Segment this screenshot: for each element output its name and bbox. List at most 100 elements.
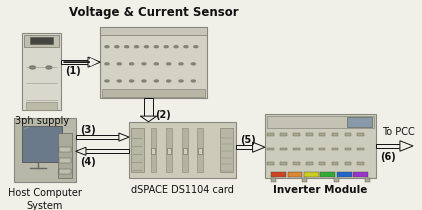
FancyBboxPatch shape (100, 27, 207, 97)
FancyBboxPatch shape (334, 178, 339, 182)
FancyBboxPatch shape (304, 172, 319, 177)
Circle shape (46, 66, 52, 69)
Circle shape (142, 63, 146, 65)
FancyBboxPatch shape (280, 133, 287, 136)
FancyBboxPatch shape (320, 172, 335, 177)
Circle shape (191, 63, 195, 65)
FancyBboxPatch shape (236, 145, 254, 149)
FancyBboxPatch shape (151, 148, 155, 154)
FancyBboxPatch shape (131, 128, 143, 172)
Text: System: System (27, 201, 63, 210)
FancyBboxPatch shape (76, 135, 120, 139)
FancyBboxPatch shape (319, 162, 325, 165)
FancyBboxPatch shape (198, 148, 203, 154)
FancyBboxPatch shape (347, 117, 372, 127)
FancyBboxPatch shape (59, 147, 71, 152)
Circle shape (135, 46, 138, 48)
Circle shape (117, 63, 122, 65)
FancyBboxPatch shape (345, 162, 351, 165)
FancyBboxPatch shape (58, 133, 72, 178)
FancyBboxPatch shape (268, 133, 274, 136)
FancyBboxPatch shape (357, 133, 364, 136)
FancyBboxPatch shape (24, 35, 59, 47)
Circle shape (115, 46, 119, 48)
FancyBboxPatch shape (267, 116, 374, 128)
Text: (2): (2) (155, 110, 170, 120)
FancyBboxPatch shape (345, 148, 351, 151)
Text: To PCC: To PCC (382, 127, 415, 137)
FancyBboxPatch shape (306, 133, 313, 136)
FancyBboxPatch shape (30, 37, 53, 44)
Circle shape (105, 80, 109, 82)
Circle shape (174, 46, 178, 48)
FancyBboxPatch shape (376, 144, 401, 148)
FancyBboxPatch shape (365, 178, 370, 182)
FancyBboxPatch shape (22, 33, 61, 110)
FancyBboxPatch shape (293, 162, 300, 165)
FancyBboxPatch shape (271, 178, 276, 182)
FancyBboxPatch shape (183, 148, 187, 154)
Circle shape (142, 80, 146, 82)
Circle shape (117, 80, 122, 82)
Text: dSPACE DS1104 card: dSPACE DS1104 card (131, 185, 234, 195)
Circle shape (194, 46, 198, 48)
Circle shape (130, 63, 134, 65)
Polygon shape (253, 142, 265, 152)
FancyBboxPatch shape (271, 172, 286, 177)
Text: (3): (3) (80, 125, 95, 135)
FancyBboxPatch shape (197, 128, 203, 172)
FancyBboxPatch shape (26, 102, 57, 110)
FancyBboxPatch shape (100, 27, 207, 35)
FancyBboxPatch shape (151, 128, 156, 172)
FancyBboxPatch shape (353, 172, 368, 177)
FancyBboxPatch shape (357, 162, 364, 165)
Circle shape (154, 63, 158, 65)
FancyBboxPatch shape (332, 162, 338, 165)
FancyBboxPatch shape (61, 60, 89, 64)
Circle shape (124, 46, 129, 48)
FancyBboxPatch shape (265, 114, 376, 178)
Text: Host Computer: Host Computer (8, 188, 82, 198)
FancyBboxPatch shape (306, 148, 313, 151)
Circle shape (191, 80, 195, 82)
Circle shape (130, 80, 134, 82)
Circle shape (179, 63, 183, 65)
FancyBboxPatch shape (302, 178, 307, 182)
Text: Inverter Module: Inverter Module (273, 185, 368, 195)
Circle shape (184, 46, 188, 48)
FancyBboxPatch shape (337, 172, 352, 177)
Text: (5): (5) (240, 135, 256, 145)
Text: 3ph supply: 3ph supply (15, 116, 69, 126)
Circle shape (167, 63, 171, 65)
FancyBboxPatch shape (103, 89, 205, 97)
FancyBboxPatch shape (166, 128, 172, 172)
FancyBboxPatch shape (345, 133, 351, 136)
Polygon shape (76, 147, 86, 155)
FancyBboxPatch shape (85, 150, 129, 153)
Circle shape (154, 80, 158, 82)
FancyBboxPatch shape (319, 133, 325, 136)
FancyBboxPatch shape (280, 148, 287, 151)
FancyBboxPatch shape (22, 126, 62, 162)
FancyBboxPatch shape (287, 172, 303, 177)
FancyBboxPatch shape (14, 118, 76, 182)
Circle shape (144, 46, 149, 48)
FancyBboxPatch shape (319, 148, 325, 151)
FancyBboxPatch shape (268, 162, 274, 165)
FancyBboxPatch shape (293, 133, 300, 136)
FancyBboxPatch shape (182, 128, 188, 172)
FancyBboxPatch shape (59, 158, 71, 163)
Circle shape (30, 66, 35, 69)
Circle shape (105, 46, 109, 48)
FancyBboxPatch shape (280, 162, 287, 165)
FancyBboxPatch shape (59, 169, 71, 174)
Text: (4): (4) (80, 158, 95, 167)
FancyBboxPatch shape (357, 148, 364, 151)
Circle shape (167, 80, 171, 82)
Circle shape (105, 63, 109, 65)
FancyBboxPatch shape (144, 97, 153, 117)
Circle shape (179, 80, 183, 82)
FancyBboxPatch shape (129, 122, 236, 178)
FancyBboxPatch shape (268, 148, 274, 151)
FancyBboxPatch shape (220, 128, 233, 172)
